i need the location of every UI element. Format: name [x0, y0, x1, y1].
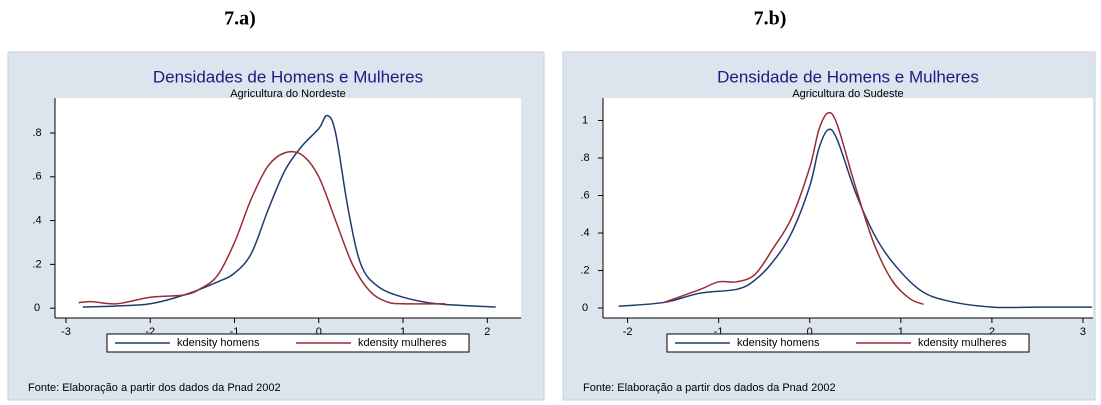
plot-area — [55, 98, 521, 318]
y-tick-label: .8 — [580, 152, 589, 164]
legend-label: kdensity mulheres — [358, 337, 447, 349]
chart-panel: Densidade de Homens e Mulheres Agricultur… — [562, 51, 1096, 401]
x-tick-label: 2 — [484, 326, 490, 338]
chart-panel: Densidades de Homens e Mulheres Agricultu… — [7, 51, 545, 401]
y-tick-label: .2 — [32, 258, 41, 270]
x-tick-label: -3 — [61, 326, 71, 338]
x-tick-label: -1 — [230, 326, 240, 338]
plot-area — [603, 98, 1093, 318]
density-line — [78, 150, 446, 305]
y-tick-label: .2 — [580, 264, 589, 276]
density-line — [663, 111, 924, 306]
legend-box — [666, 333, 1030, 353]
x-tick-label: 2 — [989, 326, 995, 338]
y-tick-label: .6 — [32, 171, 41, 183]
x-tick-label: -2 — [623, 326, 633, 338]
legend-label: kdensity mulheres — [918, 337, 1007, 349]
x-tick-label: -1 — [714, 326, 724, 338]
x-tick-label: 1 — [898, 326, 904, 338]
chart-subtitle: Agricultura do Sudeste — [792, 88, 903, 100]
y-tick-label: .4 — [32, 214, 41, 226]
legend-label: kdensity homens — [177, 337, 260, 349]
panel-label: 7.b) — [754, 8, 787, 30]
panel-label: 7.a) — [224, 8, 256, 30]
y-tick-label: .8 — [32, 127, 41, 139]
y-tick-label: .6 — [580, 189, 589, 201]
y-tick-label: 0 — [34, 302, 40, 314]
y-tick-label: .4 — [580, 227, 589, 239]
legend-box — [106, 333, 470, 353]
y-tick-label: 0 — [582, 302, 588, 314]
source-note: Fonte: Elaboração a partir dos dados da … — [28, 382, 281, 394]
legend-label: kdensity homens — [737, 337, 820, 349]
x-tick-label: 3 — [1080, 326, 1086, 338]
x-tick-label: 0 — [316, 326, 322, 338]
chart-title: Densidades de Homens e Mulheres — [153, 67, 423, 86]
chart-title: Densidade de Homens e Mulheres — [717, 67, 979, 86]
source-note: Fonte: Elaboração a partir dos dados da … — [583, 382, 836, 394]
chart-subtitle: Agricultura do Nordeste — [230, 88, 346, 100]
density-line — [618, 128, 1093, 309]
x-tick-label: -2 — [145, 326, 155, 338]
x-tick-label: 1 — [400, 326, 406, 338]
y-tick-label: 1 — [582, 114, 588, 126]
x-tick-label: 0 — [807, 326, 813, 338]
